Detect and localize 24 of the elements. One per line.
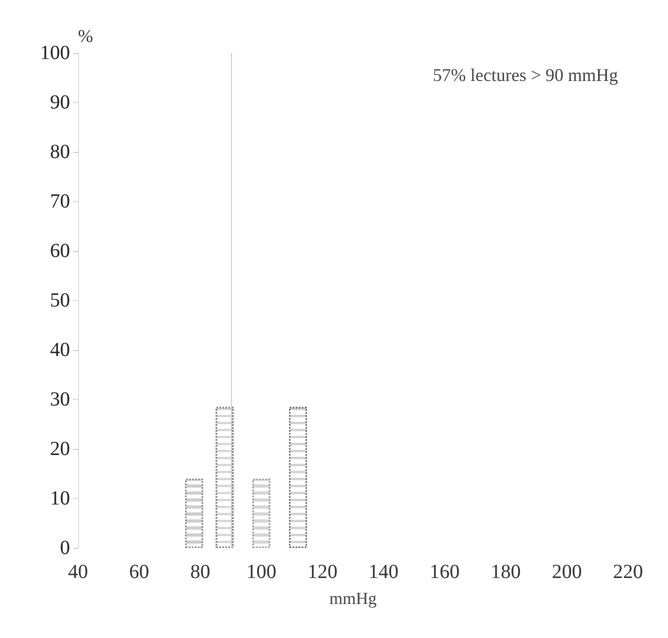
y-axis-title: %: [78, 26, 93, 46]
x-tick-label: 180: [490, 561, 521, 583]
x-tick-label: 220: [613, 561, 643, 583]
x-tick-label: 80: [190, 561, 210, 583]
y-tick-label: 0: [60, 537, 70, 559]
y-tick-label: 100: [40, 42, 70, 64]
y-tick-label: 10: [50, 488, 70, 510]
y-tick-label: 90: [50, 92, 70, 114]
y-tick-label: 80: [50, 141, 70, 163]
x-axis-title: mmHg: [329, 589, 378, 608]
x-tick-label: 100: [246, 561, 276, 583]
y-tick-label: 40: [50, 339, 70, 361]
x-tick-label: 60: [129, 561, 150, 583]
x-tick-label: 40: [68, 561, 88, 583]
x-tick-label: 200: [552, 561, 582, 583]
x-tick-label: 140: [368, 561, 399, 583]
y-tick-label: 70: [50, 190, 70, 212]
annotation: 57% lectures > 90 mmHg: [432, 65, 618, 85]
y-tick-label: 20: [50, 438, 70, 460]
x-tick-label: 120: [307, 561, 338, 583]
y-tick-label: 60: [50, 240, 70, 262]
y-tick-label: 30: [50, 388, 70, 410]
x-tick-label: 160: [430, 561, 460, 583]
y-tick-label: 50: [50, 290, 70, 312]
